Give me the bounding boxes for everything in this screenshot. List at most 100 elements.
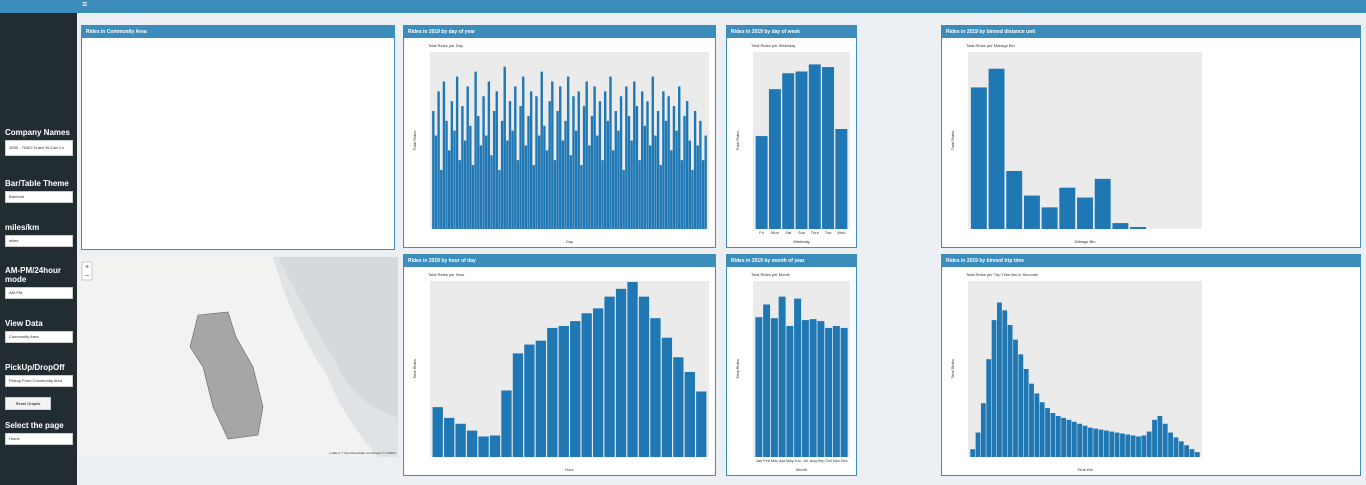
x-tick-label: Jan: [756, 458, 762, 463]
y-axis-label: Total Rides: [412, 359, 417, 379]
bar: [508, 101, 512, 229]
bar: [529, 91, 533, 229]
control: miles/km miles: [5, 223, 73, 247]
bar: [585, 81, 588, 229]
bar: [986, 359, 992, 457]
attribution: Leaflet | © OpenStreetMap contributors ©…: [330, 451, 397, 455]
x-tick-label: Feb: [763, 458, 771, 463]
bar: [1157, 415, 1163, 457]
bar: [691, 170, 694, 229]
bar: [1023, 195, 1040, 229]
chart-subtitle: Total Rides per Trip Time Bin in Seconds: [966, 272, 1038, 277]
x-tick-label: Thur: [811, 230, 820, 235]
x-tick-label: Sep: [817, 458, 825, 463]
panel-title: Rides in 2019 by hour of day: [404, 255, 715, 267]
bar: [667, 96, 670, 229]
bar: [1034, 393, 1040, 457]
bar: [458, 160, 461, 229]
bar: [970, 449, 976, 457]
select[interactable]: AM-PM: [5, 287, 73, 299]
bar: [1189, 449, 1195, 457]
bar: [1094, 178, 1111, 229]
bar: [445, 120, 448, 229]
bar: [755, 317, 763, 457]
bar: [840, 327, 848, 457]
chart-subtitle: Total Rides per Day: [428, 43, 463, 48]
bar: [442, 81, 446, 229]
zoom-control[interactable]: [81, 261, 93, 281]
bar: [551, 81, 554, 229]
bar: [988, 68, 1005, 229]
panel-title: Rides in 2019 by binned trip time: [942, 255, 1360, 267]
bar: [432, 407, 443, 457]
select[interactable]: Home: [5, 433, 73, 445]
bar: [1125, 434, 1131, 457]
bar: [1087, 427, 1093, 457]
reset-button[interactable]: Reset Graphs: [5, 397, 51, 410]
community-panel: Rides in Community Area: [81, 25, 395, 250]
bar: [604, 91, 607, 229]
bar: [704, 135, 707, 229]
x-tick-label: Apr: [779, 458, 786, 463]
bar: [559, 86, 562, 229]
bar: [1141, 435, 1147, 457]
bar: [1146, 431, 1152, 457]
bar: [580, 165, 583, 229]
bar: [432, 111, 435, 229]
bar: [643, 125, 647, 229]
bar: [593, 86, 596, 229]
bar: [455, 76, 459, 229]
bar: [606, 120, 610, 229]
zoom-in[interactable]: +: [85, 264, 89, 271]
x-tick-label: Aug: [810, 458, 817, 463]
bar: [763, 304, 771, 457]
panel-title: Rides in 2019 by binned distance unit: [942, 26, 1360, 38]
panel-title: Rides in Community Area: [82, 26, 394, 38]
bar: [492, 111, 496, 229]
bar: [548, 101, 551, 229]
bar: [630, 140, 633, 229]
bar: [477, 115, 480, 229]
x-axis-label: Weekday: [793, 239, 810, 244]
bar: [664, 120, 668, 229]
label: View Data: [5, 319, 43, 328]
bar: [440, 170, 443, 229]
bar: [487, 81, 491, 229]
select[interactable]: Community Area: [5, 331, 73, 343]
bar: [699, 120, 702, 229]
bar: [1136, 436, 1141, 457]
chart-subtitle: Total Rides per Weekday: [751, 43, 795, 48]
bar: [590, 115, 594, 229]
bar: [556, 111, 559, 229]
bar: [1093, 428, 1099, 457]
select[interactable]: Barchart: [5, 191, 73, 203]
bar: [506, 140, 509, 229]
bar: [1013, 339, 1018, 457]
bar: [685, 101, 689, 229]
bar: [817, 321, 825, 457]
select[interactable]: miles: [5, 235, 73, 247]
bar: [615, 288, 627, 457]
x-tick-label: Sat: [785, 230, 792, 235]
bar: [572, 96, 575, 229]
map[interactable]: + − Leaflet | © OpenStreetMap contributo…: [78, 257, 398, 457]
zoom-out[interactable]: −: [85, 273, 89, 280]
menu-toggle[interactable]: ≡: [82, 0, 88, 9]
bar: [1098, 429, 1104, 457]
select[interactable]: Pickup From Community Area: [5, 375, 73, 387]
bar: [656, 111, 660, 229]
text-input[interactable]: 3556 - 75452 N and W Cab Co: [5, 140, 73, 156]
bar: [614, 111, 617, 229]
bar: [495, 91, 498, 229]
bar: [535, 96, 538, 229]
bar: [684, 371, 695, 457]
bar: [1184, 445, 1190, 457]
chart-panel: Rides in 2019 by day of year Total Rides …: [403, 25, 716, 248]
bar: [558, 325, 569, 457]
bar: [482, 96, 485, 229]
x-axis-label: Time Bin: [1077, 467, 1093, 472]
bar: [617, 130, 620, 229]
bar: [1152, 419, 1157, 457]
bar: [1082, 425, 1088, 457]
bar: [604, 296, 615, 457]
